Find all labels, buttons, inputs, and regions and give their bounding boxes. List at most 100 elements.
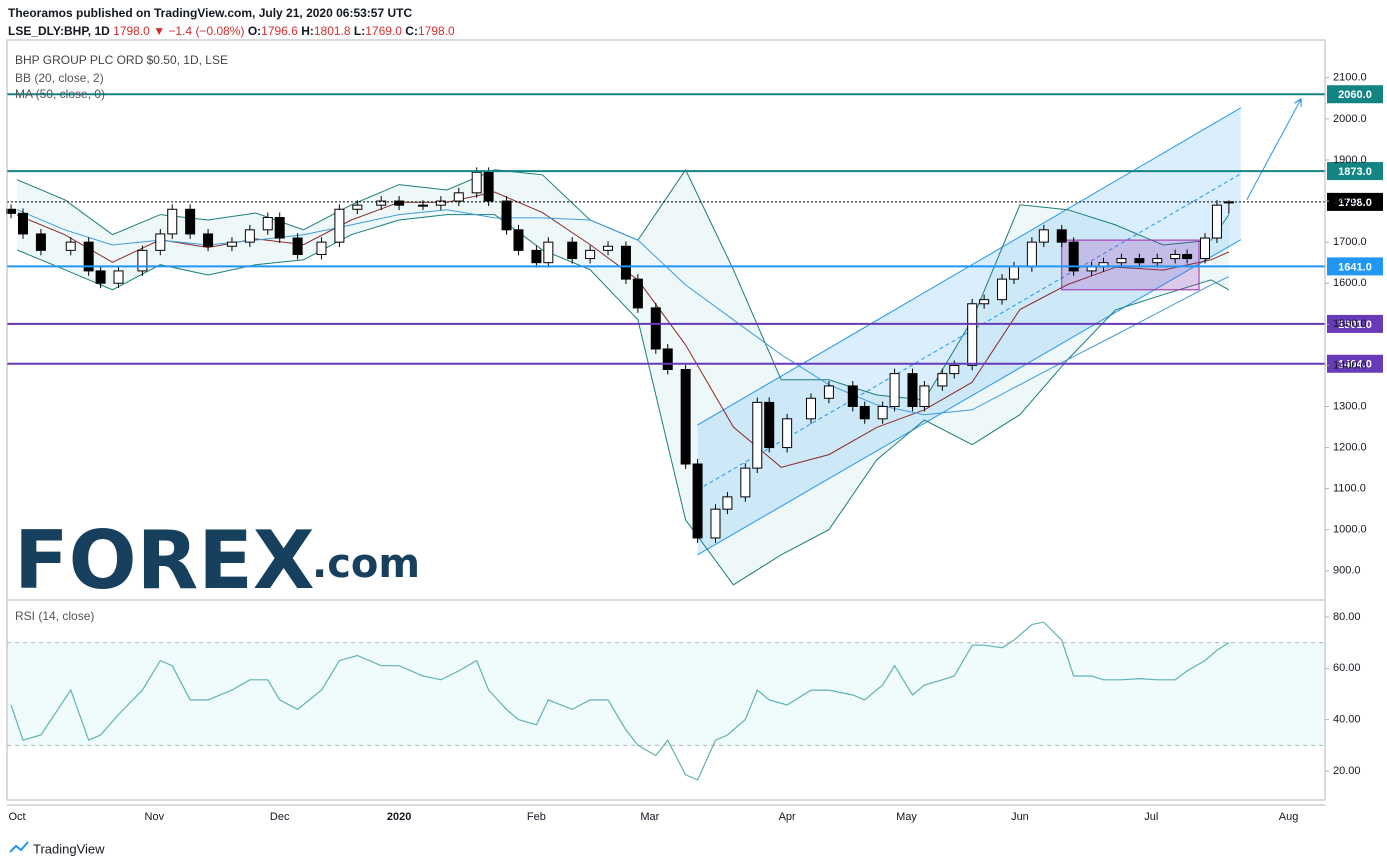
change: ▼ −1.4 (−0.08%)	[153, 24, 245, 38]
candle-layer	[6, 167, 1234, 543]
candle-body	[740, 467, 751, 498]
y-tick-label: 80.00	[1333, 611, 1361, 623]
level-badge	[1327, 162, 1383, 181]
candle-body	[6, 208, 17, 214]
level-label: 1501.0	[1338, 319, 1372, 331]
candle-body	[513, 229, 524, 251]
ma-line	[16, 209, 1230, 416]
level-label: 1798.0	[1338, 197, 1372, 209]
candle-body	[979, 299, 990, 305]
candle-body	[620, 245, 631, 280]
footer: TradingView	[33, 841, 105, 856]
level-badge	[1327, 354, 1383, 373]
y-tick-label: 1700.0	[1333, 236, 1367, 248]
y-tick-label: 1800.0	[1333, 195, 1367, 207]
x-tick-label: Oct	[8, 811, 25, 823]
candle-body	[501, 200, 512, 231]
candle-body	[1200, 237, 1211, 260]
candle-body	[155, 233, 166, 251]
candle-body	[1068, 241, 1079, 272]
x-tick-label: Dec	[270, 811, 290, 823]
y-tick-label: 1000.0	[1333, 524, 1367, 536]
publisher-line: Theoramos published on TradingView.com, …	[8, 4, 455, 22]
x-tick-label: 2020	[387, 811, 411, 823]
range-box	[1061, 239, 1200, 291]
candle-body	[292, 237, 303, 255]
candle-body	[1152, 258, 1163, 264]
candle-body	[334, 208, 345, 243]
candle-body	[907, 373, 918, 407]
level-label: 2060.0	[1338, 89, 1372, 101]
candle-body	[453, 192, 464, 202]
y-tick-label: 20.00	[1333, 765, 1361, 777]
symbol: LSE_DLY:BHP, 1D	[8, 24, 110, 38]
quote-line: LSE_DLY:BHP, 1D 1798.0 ▼ −1.4 (−0.08%) O…	[8, 22, 455, 40]
logo: FOREX	[14, 514, 315, 607]
y-tick-label: 1100.0	[1333, 483, 1366, 495]
candle-body	[847, 385, 858, 407]
candle-body	[752, 401, 763, 469]
candle-body	[17, 212, 28, 235]
candle-body	[650, 307, 661, 350]
publisher: Theoramos published on TradingView.com, …	[8, 6, 413, 20]
level-badge	[1327, 257, 1383, 276]
grid-layer	[7, 642, 1325, 746]
candle-body	[859, 405, 870, 420]
candle-body	[471, 171, 482, 194]
ohlc-label: O:	[247, 24, 262, 38]
candle-body	[376, 200, 387, 206]
y-tick-label: 1400.0	[1333, 359, 1367, 371]
rsi-title: RSI (14, close)	[15, 609, 94, 623]
y-tick-label: 900.0	[1333, 565, 1361, 577]
ohlc-label: L:	[353, 24, 366, 38]
legend-entry: MA (50, close, 0)	[15, 87, 105, 101]
candle-body	[65, 241, 76, 251]
header: Theoramos published on TradingView.com, …	[8, 4, 455, 40]
candle-body	[567, 241, 578, 260]
candle-body	[95, 270, 106, 284]
level-badge	[1327, 85, 1383, 104]
candle-body	[692, 463, 703, 539]
candle-body	[1116, 258, 1127, 264]
candle-body	[316, 241, 327, 255]
y-tick-label: 1200.0	[1333, 441, 1367, 453]
x-tick-label: Aug	[1279, 811, 1299, 823]
candle-body	[1170, 253, 1181, 260]
candle-body	[35, 233, 46, 251]
candle-body	[782, 418, 793, 449]
level-label: 1404.0	[1338, 359, 1372, 371]
candle-body	[483, 171, 494, 202]
candle-body	[1086, 266, 1097, 272]
candle-body	[919, 385, 930, 407]
candle-body	[806, 397, 817, 420]
candle-body	[417, 204, 428, 207]
candle-body	[1038, 229, 1049, 243]
level-badge	[1327, 314, 1383, 333]
x-tick-label: Jul	[1144, 811, 1158, 823]
candle-body	[543, 241, 554, 264]
candle-body	[710, 508, 721, 539]
candle-body	[764, 401, 775, 449]
candle-body	[394, 200, 405, 206]
frame	[6, 39, 1326, 801]
level-layer: 2060.0 1873.0 1798.0 1641.0 1501.0 1404.0	[7, 85, 1383, 373]
candle-body	[244, 229, 255, 243]
y-tick-label: 2000.0	[1333, 113, 1367, 125]
y-tick-label: 1300.0	[1333, 400, 1367, 412]
candle-body	[1008, 266, 1019, 280]
candle-body	[585, 249, 596, 260]
ohlc-label: H:	[301, 24, 314, 38]
x-tick-label: Feb	[527, 811, 546, 823]
candle-body	[226, 241, 237, 247]
candle-body	[632, 278, 643, 309]
candle-body	[662, 348, 673, 371]
ohlc-value: 1798.0	[417, 24, 455, 38]
axis-layer: Oct Nov Dec 2020 Feb Mar Apr May Jun Jul Aug 900.0 1…	[8, 72, 1366, 823]
candle-body	[889, 373, 900, 407]
candle-body	[603, 245, 614, 251]
candle-body	[997, 278, 1008, 301]
candle-body	[937, 373, 948, 387]
candle-body	[203, 233, 214, 247]
candle-body	[967, 303, 978, 366]
